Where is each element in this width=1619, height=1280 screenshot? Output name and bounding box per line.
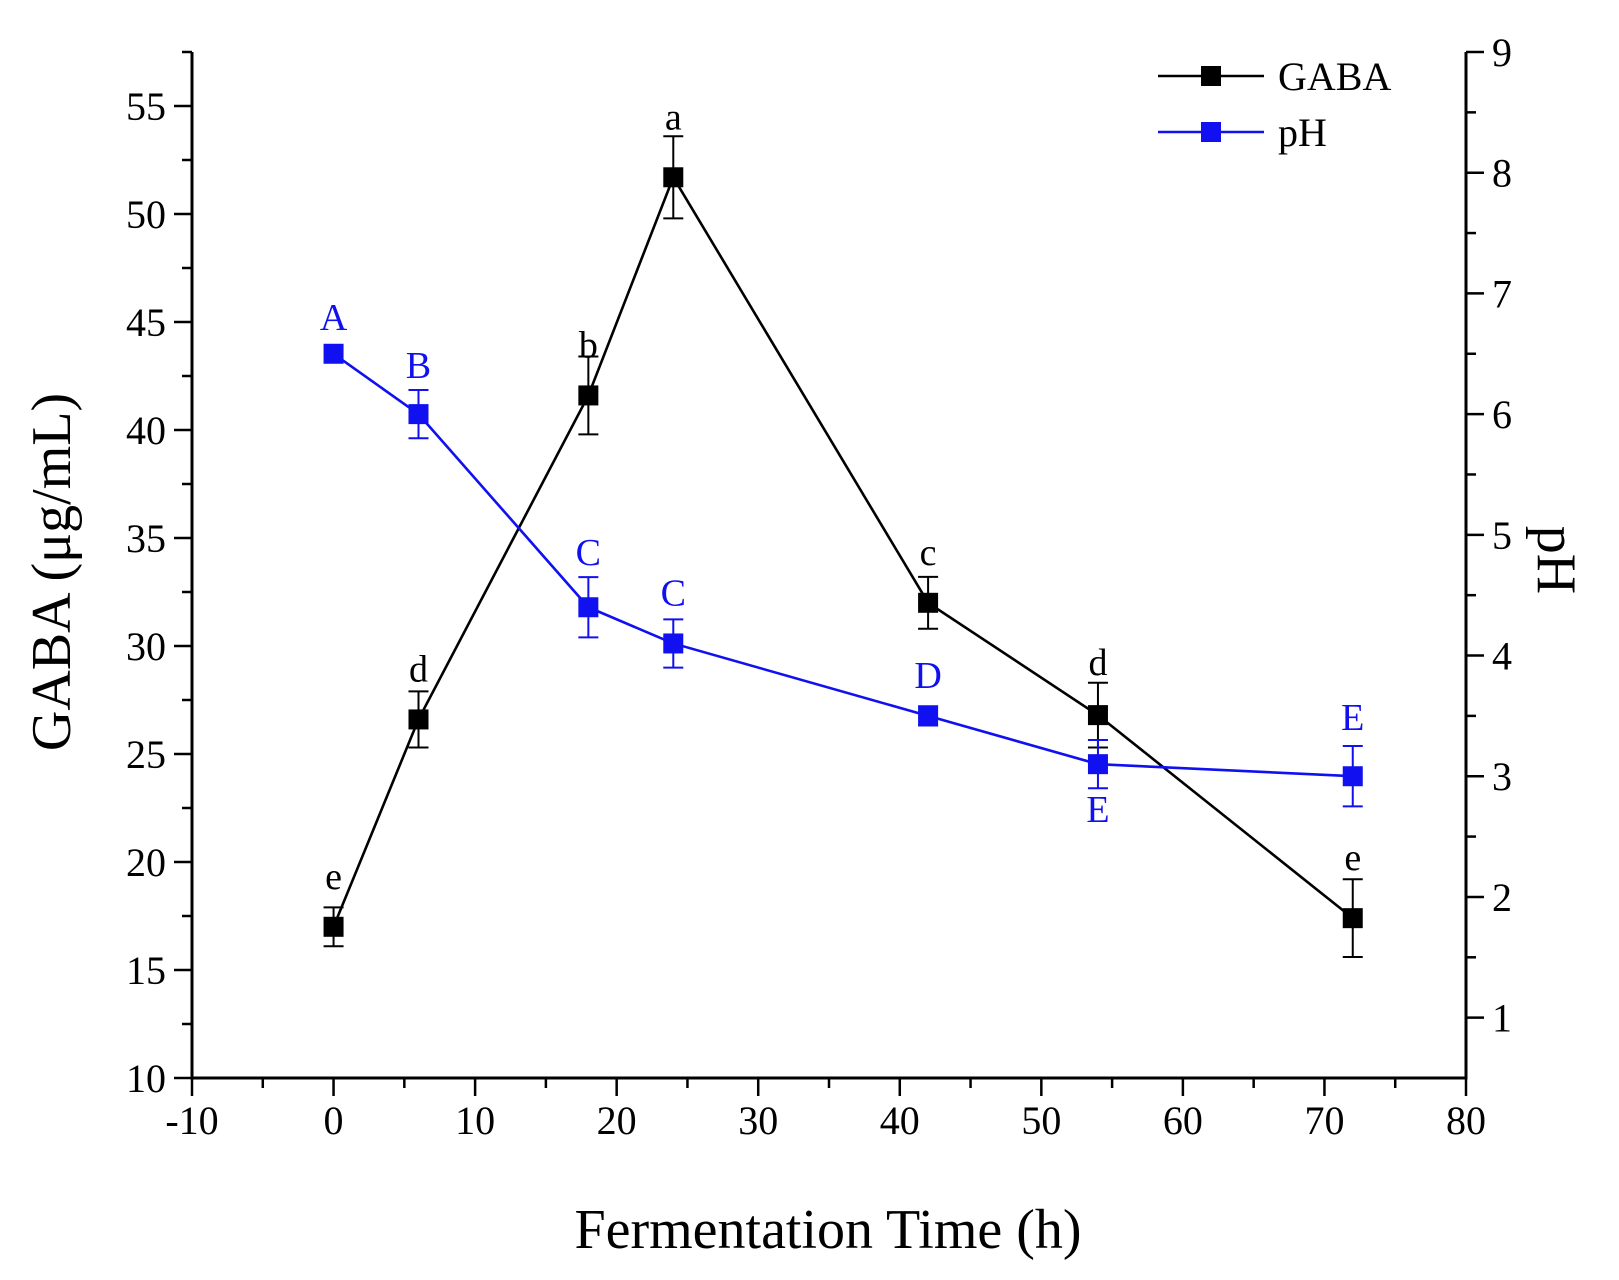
legend-ph-marker xyxy=(1201,122,1221,142)
y2-tick-label: 1 xyxy=(1492,996,1512,1041)
y2-tick-label: 2 xyxy=(1492,875,1512,920)
ph-data-point xyxy=(918,705,939,726)
ph-significance-label: A xyxy=(320,297,348,339)
y-tick-label: 15 xyxy=(126,948,166,993)
y-axis-title: GABA (μg/mL) xyxy=(21,393,83,751)
series-layer xyxy=(323,135,1363,959)
y2-tick-label: 3 xyxy=(1492,754,1512,799)
ph-significance-label: C xyxy=(576,532,601,574)
x-tick-label: 30 xyxy=(738,1098,778,1143)
ph-data-point xyxy=(323,343,344,364)
gaba-significance-label: a xyxy=(665,96,682,138)
ph-significance-label: D xyxy=(914,655,941,697)
y2-tick-label: 8 xyxy=(1492,151,1512,196)
y2-tick-label: 7 xyxy=(1492,271,1512,316)
legend-gaba-marker xyxy=(1201,66,1221,86)
ph-data-point xyxy=(1342,766,1363,787)
gaba-significance-label: e xyxy=(1344,837,1361,879)
legend-ph-label: pH xyxy=(1278,110,1327,155)
y2-tick-label: 6 xyxy=(1492,392,1512,437)
y-tick-label: 10 xyxy=(126,1056,166,1101)
y-tick-label: 25 xyxy=(126,732,166,777)
ph-significance-label: C xyxy=(661,572,686,614)
y-tick-label: 20 xyxy=(126,840,166,885)
y-tick-label: 35 xyxy=(126,516,166,561)
x-tick-label: 50 xyxy=(1021,1098,1061,1143)
x-axis-title: Fermentation Time (h) xyxy=(574,1199,1081,1261)
y-tick-label: 30 xyxy=(126,624,166,669)
y2-axis-title: pH xyxy=(1525,526,1587,594)
gaba-series-line xyxy=(332,174,1354,928)
ph-data-point xyxy=(1087,754,1108,775)
ph-data-point xyxy=(578,597,599,618)
legend-gaba-label: GABA xyxy=(1278,54,1391,99)
axes-layer: -10 0 10 20 30 40 50 60 70 8010152025303540455055… xyxy=(126,30,1512,1143)
gaba-data-point xyxy=(323,916,344,937)
x-tick-label: 80 xyxy=(1446,1098,1486,1143)
y2-tick-label: 5 xyxy=(1492,513,1512,558)
legend: GABA pH xyxy=(1158,54,1391,155)
gaba-significance-label: d xyxy=(1088,642,1107,684)
y2-tick-label: 9 xyxy=(1492,30,1512,75)
ph-data-point xyxy=(663,633,684,654)
x-tick-label: 70 xyxy=(1304,1098,1344,1143)
gaba-data-point xyxy=(408,709,429,730)
gaba-data-point xyxy=(578,385,599,406)
x-tick-label: 0 xyxy=(324,1098,344,1143)
y-tick-label: 50 xyxy=(126,192,166,237)
ph-series-line xyxy=(332,352,1353,778)
gaba-data-point xyxy=(918,592,939,613)
ph-significance-label: B xyxy=(406,345,431,387)
gaba-significance-label: b xyxy=(579,324,598,366)
gaba-significance-label: c xyxy=(920,532,937,574)
y-tick-label: 40 xyxy=(126,408,166,453)
y-tick-label: 45 xyxy=(126,300,166,345)
point-labels-layer: e d b a c d e A B C C D E E xyxy=(320,96,1365,898)
gaba-data-point xyxy=(663,167,684,188)
ph-significance-label: E xyxy=(1341,697,1364,739)
gaba-data-point xyxy=(1342,908,1363,929)
y-tick-label: 55 xyxy=(126,84,166,129)
gaba-significance-label: d xyxy=(409,648,428,690)
x-tick-label: 10 xyxy=(455,1098,495,1143)
ph-significance-label: E xyxy=(1086,789,1109,831)
y2-tick-label: 4 xyxy=(1492,634,1512,679)
x-tick-label: 40 xyxy=(880,1098,920,1143)
gaba-data-point xyxy=(1087,705,1108,726)
x-tick-label: -10 xyxy=(165,1098,218,1143)
x-tick-label: 60 xyxy=(1163,1098,1203,1143)
x-tick-label: 20 xyxy=(597,1098,637,1143)
gaba-significance-label: e xyxy=(325,856,342,898)
ph-data-point xyxy=(408,404,429,425)
